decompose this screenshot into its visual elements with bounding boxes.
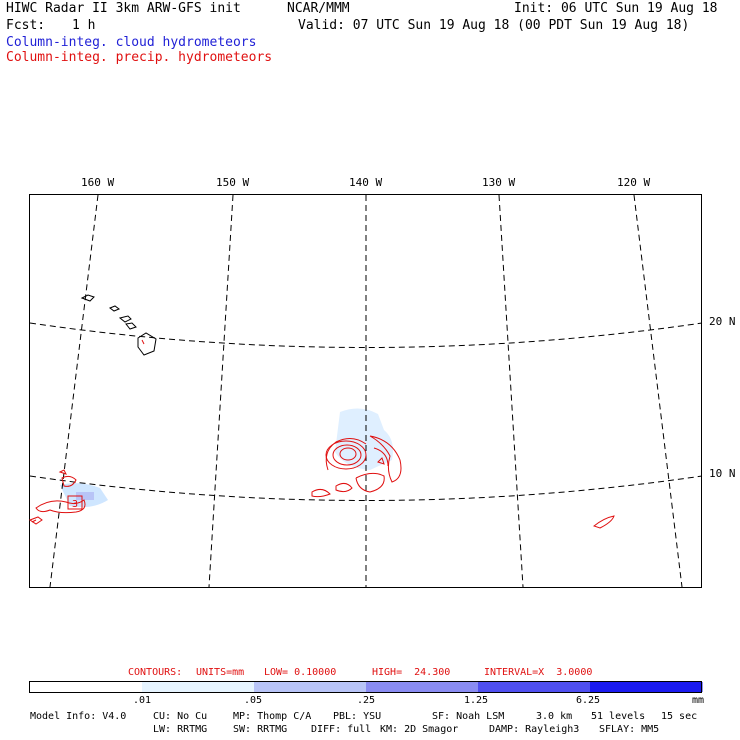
- legend-cloud-hydrometeors: Column-integ. cloud hydrometeors: [6, 35, 257, 50]
- model-info-km: KM: 2D Smagor: [380, 724, 459, 735]
- contours-low: LOW= 0.10000: [264, 667, 337, 678]
- lon-label-130w: 130 W: [482, 176, 516, 189]
- colorbar-tick-025: .25: [357, 695, 376, 706]
- precip-contours: [28, 339, 615, 529]
- marker-label: 3: [72, 499, 78, 510]
- contours-title: CONTOURS:: [128, 667, 183, 678]
- colorbar-tick-625: 6.25: [576, 695, 601, 706]
- model-info-diff: DIFF: full: [311, 724, 372, 735]
- colorbar-segment: [478, 682, 591, 692]
- graticule: [29, 194, 703, 588]
- product-title: HIWC Radar II 3km ARW-GFS init: [6, 1, 241, 16]
- cloud-hydrometeor-shading: [60, 408, 393, 508]
- model-info-sf: SF: Noah LSM: [432, 711, 505, 722]
- model-info-cu: CU: No Cu: [153, 711, 208, 722]
- colorbar-segment: [254, 682, 367, 692]
- lat-label-10n: 10 N: [709, 467, 736, 480]
- model-info-version: Model Info: V4.0: [30, 711, 127, 722]
- colorbar-segment: [590, 682, 703, 692]
- colorbar-segment: [30, 682, 143, 692]
- model-info-sflay: SFLAY: MM5: [599, 724, 660, 735]
- organization-label: NCAR/MMM: [287, 1, 350, 16]
- colorbar-unit: mm: [692, 695, 705, 706]
- lon-label-150w: 150 W: [216, 176, 250, 189]
- forecast-label: Fcst:: [6, 18, 46, 33]
- lon-label-160w: 160 W: [81, 176, 115, 189]
- model-info-damp: DAMP: Rayleigh3: [489, 724, 580, 735]
- model-info-mp: MP: Thomp C/A: [233, 711, 312, 722]
- contours-high: HIGH= 24.300: [372, 667, 451, 678]
- hawaii-coastlines: [80, 294, 157, 356]
- model-info-timestep: 15 sec: [661, 711, 698, 722]
- model-info-lw: LW: RRTMG: [153, 724, 208, 735]
- colorbar-segment: [366, 682, 479, 692]
- lon-label-120w: 120 W: [617, 176, 651, 189]
- colorbar-tick-125: 1.25: [464, 695, 489, 706]
- valid-time: Valid: 07 UTC Sun 19 Aug 18 (00 PDT Sun …: [298, 18, 690, 33]
- map-frame: [29, 194, 702, 588]
- contours-units: UNITS=mm: [196, 667, 245, 678]
- forecast-hour: 1 h: [72, 18, 96, 33]
- colorbar-tick-001: .01: [133, 695, 152, 706]
- model-info-pbl: PBL: YSU: [333, 711, 382, 722]
- lat-label-20n: 20 N: [709, 315, 736, 328]
- contours-interval: INTERVAL=X 3.0000: [484, 667, 593, 678]
- lon-label-140w: 140 W: [349, 176, 383, 189]
- colorbar-segment: [142, 682, 255, 692]
- legend-precip-hydrometeors: Column-integ. precip. hydrometeors: [6, 50, 273, 65]
- model-info-resolution: 3.0 km: [536, 711, 573, 722]
- init-time: Init: 06 UTC Sun 19 Aug 18: [514, 1, 718, 16]
- model-info-sw: SW: RRTMG: [233, 724, 288, 735]
- colorbar-tick-005: .05: [244, 695, 263, 706]
- model-info-levels: 51 levels: [591, 711, 646, 722]
